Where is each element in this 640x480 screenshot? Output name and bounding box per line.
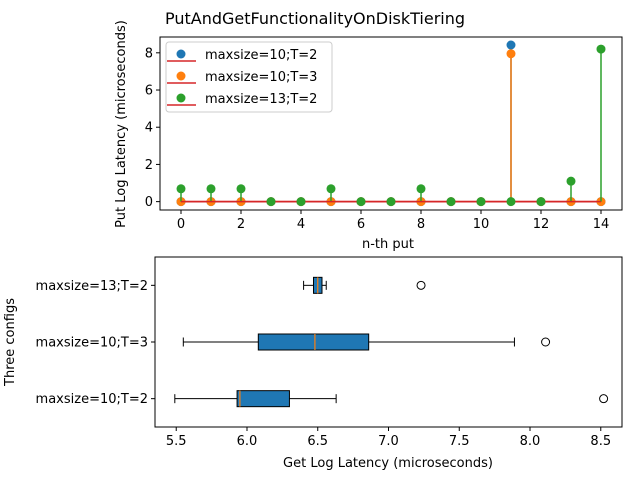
stem-x-label: n-th put	[362, 237, 414, 252]
y-tick-label: 6	[145, 84, 153, 99]
legend-box	[165, 41, 333, 113]
stem-marker	[386, 197, 396, 207]
x-tick-label: 12	[533, 217, 550, 232]
x-tick-label: 6	[357, 217, 365, 232]
legend-items: maxsize=10;T=2 maxsize=10;T=3 maxsize=13;T…	[167, 48, 317, 107]
outlier-point	[541, 337, 551, 347]
box-2	[303, 276, 426, 294]
box-y-label: Three configs	[3, 298, 18, 387]
stem-chart: PutAndGetFunctionalityOnDiskTiering 0 2 4 6…	[114, 9, 623, 252]
legend-marker	[176, 71, 186, 81]
x-tick-label: 0	[177, 217, 185, 232]
x-tick-label: 4	[297, 217, 305, 232]
y-tick-label: 4	[145, 121, 153, 136]
stem-marker	[506, 40, 516, 50]
stem-plot-area	[176, 40, 606, 207]
legend: maxsize=10;T=2 maxsize=10;T=3 maxsize=13;T…	[165, 41, 333, 113]
legend-marker	[176, 93, 186, 103]
box-0	[174, 390, 609, 408]
stem-marker	[596, 44, 606, 54]
chart-title: PutAndGetFunctionalityOnDiskTiering	[165, 9, 465, 28]
stem-marker	[356, 197, 366, 207]
box-x-axis: 5.5 6.0 6.5 7.0 7.5 8.0 8.5	[166, 427, 611, 449]
x-tick-label: 6.5	[307, 434, 328, 449]
y-tick-label: 8	[145, 46, 153, 61]
legend-label: maxsize=13;T=2	[205, 92, 317, 107]
y-tick-label: maxsize=10;T=2	[36, 392, 148, 407]
stem-marker	[326, 184, 336, 194]
stem-marker	[236, 184, 246, 194]
x-tick-label: 10	[473, 217, 490, 232]
stem-marker	[176, 184, 186, 194]
stem-marker	[206, 184, 216, 194]
box-plot-area	[174, 276, 609, 408]
legend-label: maxsize=10;T=2	[205, 48, 317, 63]
outlier-point	[416, 280, 426, 290]
box-x-label: Get Log Latency (microseconds)	[283, 456, 493, 471]
stem-marker	[296, 197, 306, 207]
x-tick-label: 8	[417, 217, 425, 232]
stem-marker	[536, 197, 546, 207]
outlier-point	[599, 394, 609, 404]
stem-marker	[446, 197, 456, 207]
stem-y-axis: 0 2 4 6 8	[145, 46, 160, 210]
stem-marker	[416, 184, 426, 194]
legend-label: maxsize=10;T=3	[205, 70, 317, 85]
x-tick-label: 7.0	[378, 434, 399, 449]
stem-plot-frame	[159, 36, 623, 211]
box-iqr	[257, 333, 370, 351]
x-tick-label: 6.0	[237, 434, 258, 449]
stem-x-axis: 0 2 4 6 8 10 12 14	[177, 210, 609, 232]
stem-marker	[566, 176, 576, 186]
box-y-axis: maxsize=10;T=2 maxsize=10;T=3 maxsize=13;T…	[36, 279, 155, 407]
x-tick-label: 8.5	[590, 434, 611, 449]
x-tick-label: 8.0	[520, 434, 541, 449]
y-tick-label: 2	[145, 158, 153, 173]
x-tick-label: 5.5	[166, 434, 187, 449]
legend-marker	[176, 49, 186, 59]
stem-y-label: Put Log Latency (microseconds)	[114, 20, 129, 228]
y-tick-label: maxsize=10;T=3	[36, 336, 148, 351]
box-chart: 5.5 6.0 6.5 7.0 7.5 8.0 8.5 maxsize=10;T=2maxs…	[3, 256, 623, 471]
x-tick-label: 14	[593, 217, 610, 232]
box-1	[182, 333, 551, 351]
stem-marker	[506, 197, 516, 207]
stem-marker	[266, 197, 276, 207]
stem-marker	[476, 197, 486, 207]
y-tick-label: maxsize=13;T=2	[36, 279, 148, 294]
box-iqr	[236, 390, 290, 408]
x-tick-label: 7.5	[449, 434, 470, 449]
series-2	[176, 44, 606, 207]
x-tick-label: 2	[237, 217, 245, 232]
stem-marker	[506, 49, 516, 59]
y-tick-label: 0	[145, 195, 153, 210]
